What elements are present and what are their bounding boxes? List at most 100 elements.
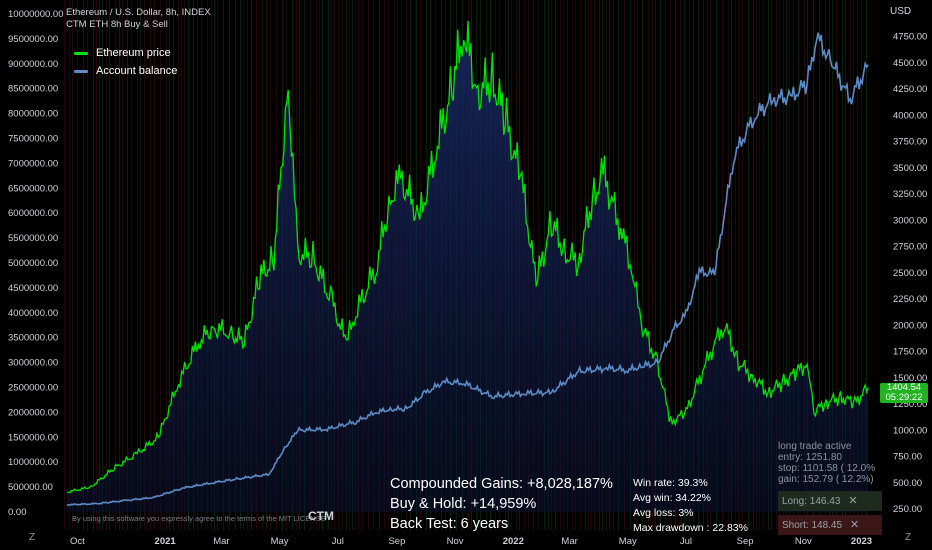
active-trade-panel: long trade active entry: 1251.80 stop: 1… [778, 441, 882, 535]
signal-stripe [137, 0, 138, 530]
signal-stripe [229, 0, 230, 530]
signal-stripe [652, 0, 653, 530]
signal-stripe [131, 0, 132, 530]
left-tick-label: 3000000.00 [8, 358, 58, 369]
signal-stripe [214, 0, 215, 530]
signal-stripe [188, 0, 189, 530]
signal-stripe [670, 0, 671, 530]
series-layer [66, 20, 869, 513]
signal-stripe [779, 0, 780, 530]
signal-stripe [119, 0, 120, 530]
left-tick-label: 7500000.00 [8, 134, 58, 145]
signal-stripe [115, 0, 116, 530]
left-tick-label: 7000000.00 [8, 158, 58, 169]
signal-stripe [648, 0, 649, 530]
long-box: Long: 146.43 ✕ [778, 491, 882, 511]
signal-stripe [642, 0, 643, 530]
right-tick-label: 3000.00 [893, 215, 927, 226]
signal-stripe [753, 0, 754, 530]
signal-stripe [178, 0, 179, 530]
signal-stripe [845, 0, 846, 530]
signal-stripe [842, 0, 843, 530]
close-icon[interactable]: ✕ [850, 518, 860, 531]
avg-win: Avg win: 34.22% [633, 492, 712, 504]
signal-stripe [853, 0, 854, 530]
signal-stripe [857, 0, 858, 530]
signal-stripe [710, 0, 711, 530]
signal-stripe [99, 0, 100, 530]
left-tick-label: 2500000.00 [8, 383, 58, 394]
x-tick-label: Oct [70, 536, 85, 547]
signal-stripe [72, 0, 73, 530]
right-tick-label: 2750.00 [893, 242, 927, 253]
zoom-right-button[interactable]: Z [905, 532, 912, 543]
x-tick-label: Sep [737, 536, 754, 547]
right-axis: 250.00 500.00 750.00 1000.00 1250.00 1500.00 1… [893, 32, 927, 516]
legend-swatch [74, 51, 88, 55]
x-tick-label: Nov [795, 536, 812, 547]
signal-stripe [825, 0, 826, 530]
signal-stripe [106, 0, 107, 530]
signal-stripe [181, 0, 182, 530]
signal-stripe [352, 0, 353, 530]
left-tick-label: 5000000.00 [8, 258, 58, 269]
right-tick-label: 2000.00 [893, 320, 927, 331]
signal-stripe [675, 0, 676, 530]
right-tick-label: 4500.00 [893, 58, 927, 69]
left-tick-label: 2000000.00 [8, 407, 58, 418]
signal-stripe [804, 0, 805, 530]
series-line-ethereum [66, 20, 869, 494]
signal-stripe [684, 0, 685, 530]
signal-stripe [240, 0, 241, 530]
right-tick-label: 1000.00 [893, 425, 927, 436]
right-tick-label: 2250.00 [893, 294, 927, 305]
signal-stripe [109, 0, 110, 530]
left-tick-label: 4500000.00 [8, 283, 58, 294]
signal-stripe [655, 0, 656, 530]
left-tick-label: 8000000.00 [8, 109, 58, 120]
signal-stripe [316, 0, 317, 530]
signal-stripe [211, 0, 212, 530]
signal-stripe [160, 0, 161, 530]
signal-stripe [319, 0, 320, 530]
left-axis: 0.00 500000.00 1000000.00 1500000.00 2000000… [8, 9, 63, 518]
signal-stripe [96, 0, 97, 530]
signal-stripe [193, 0, 194, 530]
signal-stripe [166, 0, 167, 530]
last-price: 1404.54 [886, 382, 922, 393]
signal-stripe [266, 0, 267, 530]
zoom-left-button[interactable]: Z [29, 532, 36, 543]
left-tick-label: 10000000.00 [8, 9, 63, 20]
signal-stripe [368, 0, 369, 530]
signal-stripe [373, 0, 374, 530]
signal-stripe [251, 0, 252, 530]
left-tick-label: 1000000.00 [8, 457, 58, 468]
x-tick-label: Sep [388, 536, 405, 547]
signal-stripe [798, 0, 799, 530]
signal-stripe [355, 0, 356, 530]
left-tick-label: 5500000.00 [8, 233, 58, 244]
signal-stripe [322, 0, 323, 530]
max-drawdown: Max drawdown : 22.83% [633, 522, 748, 534]
signal-stripe [310, 0, 311, 530]
close-icon[interactable]: ✕ [848, 494, 858, 507]
signal-stripe [184, 0, 185, 530]
signal-stripe [169, 0, 170, 530]
win-rate: Win rate: 39.3% [633, 477, 708, 489]
symbol-title: Ethereum / U.S. Dollar, 8h, INDEX [66, 7, 211, 18]
back-test: Back Test: 6 years [390, 516, 509, 532]
signal-stripe [154, 0, 155, 530]
signal-stripe [836, 0, 837, 530]
trade-stats: Win rate: 39.3% Avg win: 34.22% Avg loss… [633, 476, 748, 536]
right-tick-label: 4750.00 [893, 32, 927, 43]
avg-loss: Avg loss: 3% [633, 507, 694, 519]
right-tick-label: 4250.00 [893, 84, 927, 95]
right-tick-label: 1750.00 [893, 347, 927, 358]
signal-stripe [866, 0, 867, 530]
x-tick-label: May [271, 536, 289, 547]
signal-stripe [680, 0, 681, 530]
trade-gain: gain: 152.79 ( 12.2%) [778, 474, 874, 485]
right-tick-label: 750.00 [893, 452, 922, 463]
left-tick-label: 8500000.00 [8, 84, 58, 95]
